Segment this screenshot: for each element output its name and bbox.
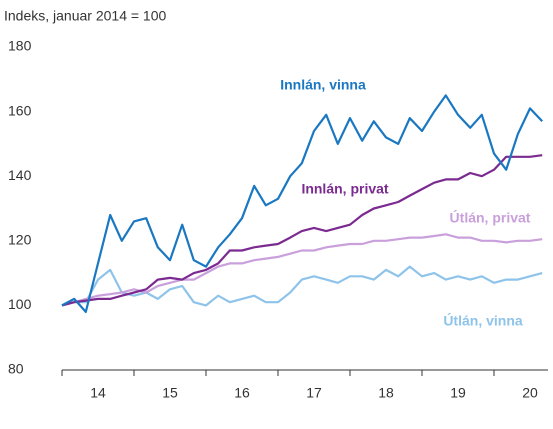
series-label: Útlán, vinna	[443, 312, 523, 329]
y-tick-label: 80	[8, 361, 24, 377]
series-line	[61, 94, 543, 313]
x-tick-label: 14	[90, 385, 106, 401]
series-label: Útlán, privat	[450, 209, 531, 226]
series-label: Innlán, vinna	[280, 77, 366, 93]
y-tick-label: 160	[8, 102, 32, 118]
series-label: Innlán, privat	[301, 181, 388, 197]
y-tick-label: 140	[8, 167, 32, 183]
x-tick-label: 19	[450, 385, 466, 401]
y-tick-label: 120	[8, 232, 32, 248]
series-line	[61, 154, 543, 307]
y-tick-label: 100	[8, 296, 32, 312]
x-tick-label: 17	[306, 385, 322, 401]
x-tick-label: 20	[522, 385, 538, 401]
series-line	[61, 265, 543, 307]
y-tick-label: 180	[8, 38, 32, 54]
x-tick-label: 18	[378, 385, 394, 401]
x-tick-label: 15	[162, 385, 178, 401]
x-tick-label: 16	[234, 385, 250, 401]
y-axis-label: Indeks, januar 2014 = 100	[4, 8, 167, 24]
